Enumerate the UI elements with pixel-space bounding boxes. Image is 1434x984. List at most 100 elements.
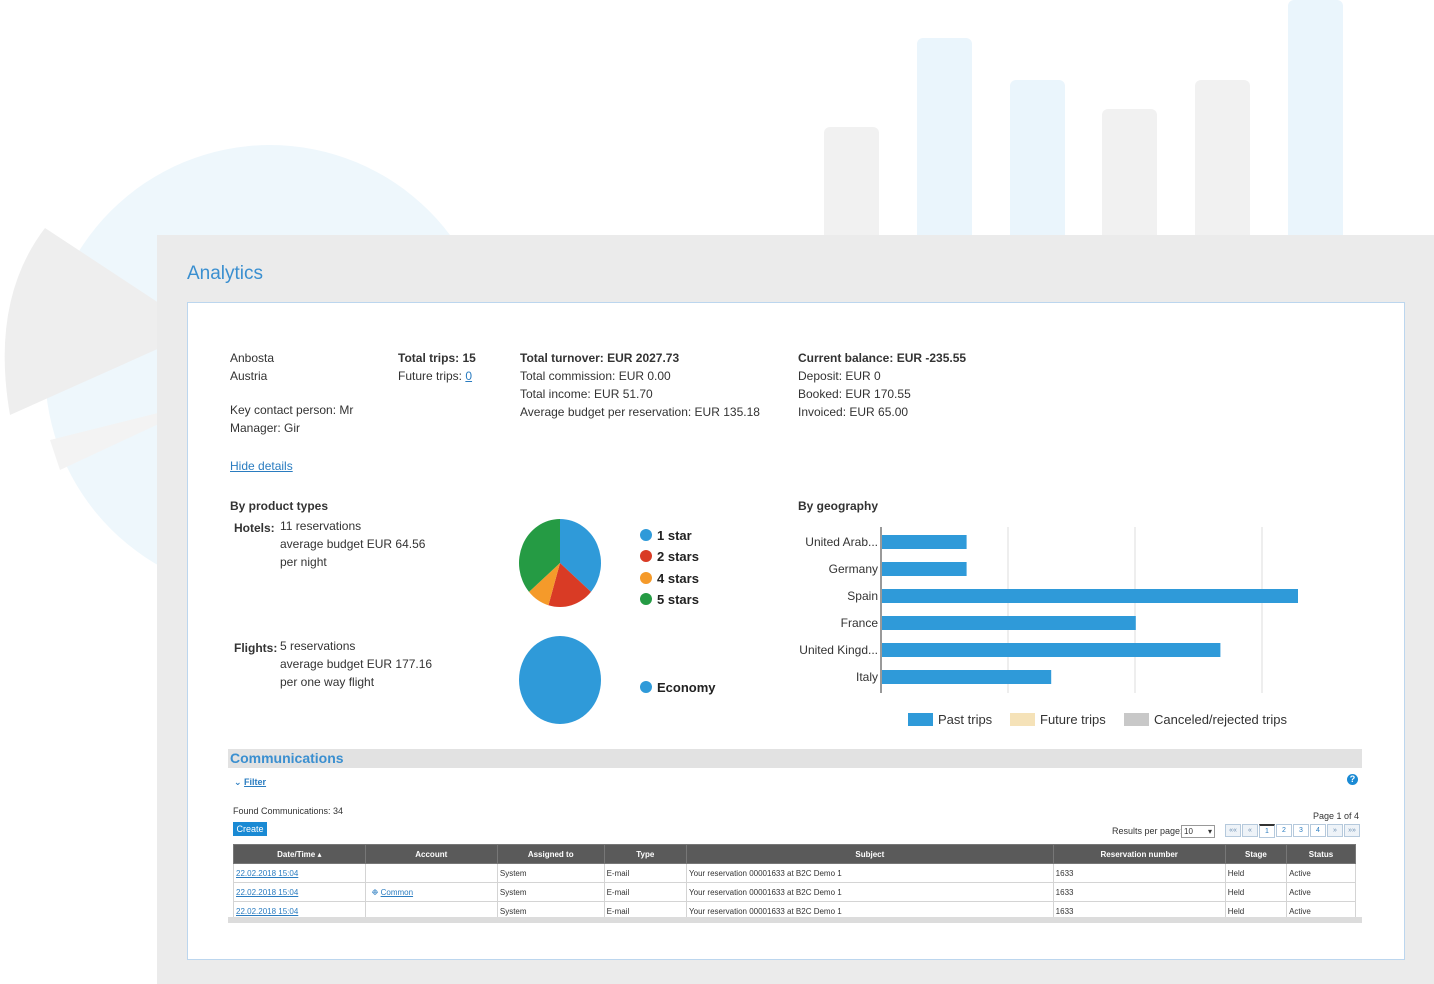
assigned-cell: System [496,882,605,902]
account-name: Anbosta [230,351,275,365]
found-communications: Found Communications: 34 [233,806,344,816]
analytics-panel: Analytics Anbosta Austria Key contact pe… [157,235,1434,984]
geo-legend-swatch[interactable] [908,713,933,726]
account-country: Austria [230,369,268,383]
assigned-cell: System [496,863,605,883]
hotels-slice-4-stars [529,563,560,606]
geo-bar-past-trips[interactable] [882,589,1298,603]
hotels-pie-chart [519,519,601,607]
table-header-row: Date/Time ▴ Account Assigned to Type Subject… [233,844,1356,864]
table-scrollbar[interactable] [228,917,1362,923]
booked: Booked: EUR 170.55 [798,387,911,401]
geo-legend-past-trips[interactable]: Past trips [938,712,993,727]
page-4-button[interactable]: 4 [1310,824,1326,837]
geo-bar-past-trips[interactable] [882,562,967,576]
panel-title: Analytics [187,263,264,284]
group-icon: ❉ [371,887,381,897]
page-2-button[interactable]: 2 [1276,824,1292,837]
status-cell: Active [1286,882,1356,902]
hotels-per-night: per night [280,555,327,569]
page-3-button[interactable]: 3 [1293,824,1309,837]
flights-pie-chart [519,636,601,724]
legend-label: 4 stars [657,570,699,586]
column-header: Reservation number [1052,844,1226,864]
manager: Manager: Gir [230,421,301,435]
hotels-average: average budget EUR 64.56 [280,537,426,551]
hotels-legend-1-star[interactable]: 1 star [640,528,692,543]
flights-average: average budget EUR 177.16 [280,657,433,671]
geo-category-label: France [841,616,879,630]
pagination: «« «1 2 3 4»»» [1225,824,1361,838]
hotels-legend-5-stars[interactable]: 5 stars [640,592,699,607]
column-header: Status [1286,844,1356,864]
filter-toggle[interactable]: ⌄ Filter [234,777,266,788]
subject-cell: Your reservation 00001633 at B2C Demo 1 [686,863,1054,883]
stage-cell: Held [1224,863,1288,883]
analytics-card: Anbosta Austria Key contact person: Mr M… [187,302,1405,960]
legend-label: 5 stars [657,591,699,607]
status-cell: Active [1286,863,1356,883]
legend-label: Economy [657,680,716,695]
column-header: Assigned to [496,844,605,864]
geo-legend-future-trips[interactable]: Future trips [1040,712,1106,727]
hotels-reservations: 11 reservations [280,519,362,533]
deposit: Deposit: EUR 0 [798,369,881,383]
legend-label: 2 stars [657,549,699,565]
type-cell: E-mail [603,882,688,902]
account-link[interactable]: ❉ Common [364,882,498,902]
column-header: Account [364,844,498,864]
geo-category-label: Spain [847,589,878,603]
column-header: Stage [1224,844,1288,864]
column-header[interactable]: Date/Time ▴ [233,844,366,864]
page-1-button[interactable]: 1 [1259,824,1275,838]
key-contact: Key contact person: Mr [230,403,354,417]
geo-legend-swatch[interactable] [1124,713,1149,726]
total-trips: Total trips: 15 [398,351,476,365]
pager-nav-button[interactable]: «« [1225,824,1241,837]
geo-bar-past-trips[interactable] [882,616,1136,630]
communications-title: Communications [230,750,344,766]
account-link-label[interactable]: Common [380,887,414,897]
date-link[interactable]: 22.02.2018 15:04 [233,863,366,883]
stage-cell: Held [1224,882,1288,902]
current-balance: Current balance: EUR -235.55 [798,351,967,365]
pager-nav-button[interactable]: »» [1344,824,1360,837]
future-trips: Future trips: 0 [398,367,472,385]
legend-dot-icon [640,592,652,605]
flights-reservations: 5 reservations [280,639,356,653]
create-button[interactable]: Create [233,822,267,836]
geo-bar-past-trips[interactable] [882,643,1221,657]
future-trips-label: Future trips: [398,369,466,383]
hotels-legend-2-stars[interactable]: 2 stars [640,549,699,564]
geo-bar-past-trips[interactable] [882,535,967,549]
geo-category-label: Germany [829,562,878,576]
pager-nav-button[interactable]: » [1327,824,1343,837]
geo-category-label: Italy [856,670,878,684]
results-per-page-select[interactable]: 10 ▾ [1181,825,1215,838]
hotels-legend-4-stars[interactable]: 4 stars [640,571,699,586]
flights-label: Flights: [234,641,278,655]
geo-category-label: United Kingd... [799,643,878,657]
flights-legend-economy[interactable]: Economy [640,680,716,695]
pager-nav-button[interactable]: « [1242,824,1258,837]
geo-category-label: United Arab... [805,535,878,549]
total-commission: Total commission: EUR 0.00 [520,369,671,383]
chevron-down-icon: ⌄ [234,777,245,787]
legend-dot-icon [640,529,652,541]
page-info: Page 1 of 4 [1313,811,1360,821]
date-link[interactable]: 22.02.2018 15:04 [233,882,366,902]
total-income: Total income: EUR 51.70 [520,387,653,401]
legend-dot-icon [640,550,652,563]
geo-bar-past-trips[interactable] [882,670,1052,684]
account-link [364,863,498,883]
results-per-page-value: 10 [1184,827,1193,836]
help-icon[interactable]: ? [1347,774,1358,785]
hide-details-link[interactable]: Hide details [230,459,293,473]
geo-legend-canceled-rejected-trips[interactable]: Canceled/rejected trips [1154,712,1287,727]
caret-down-icon: ▾ [1207,827,1212,836]
total-turnover: Total turnover: EUR 2027.73 [520,351,680,365]
geo-legend-swatch[interactable] [1010,713,1035,726]
results-per-page-label: Results per page: [1112,826,1183,836]
geography-bar-chart: United Arab... Germany Spain France United K… [799,527,1298,727]
future-trips-link[interactable]: 0 [465,369,473,383]
